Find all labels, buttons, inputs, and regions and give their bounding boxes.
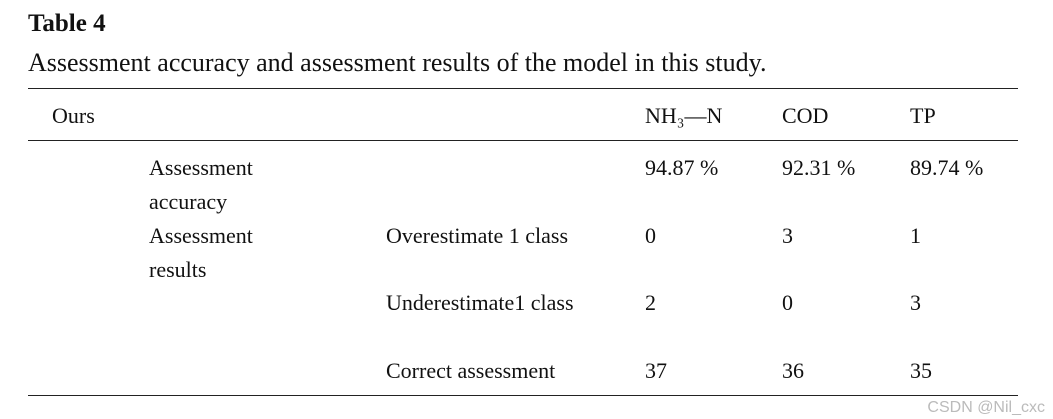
table-title: Table 4 [28, 10, 106, 37]
header-cell: Ours [52, 103, 95, 128]
row-label: Assessment accuracy [149, 155, 253, 214]
value-cell: 94.87 % [645, 155, 719, 180]
value-cell: 0 [782, 290, 793, 315]
value-cell: 3 [782, 223, 793, 248]
row-label: Assessment results [149, 223, 253, 282]
value-cell: 89.74 % [910, 155, 984, 180]
header-cell: COD [782, 103, 829, 128]
value-cell: 2 [645, 290, 656, 315]
value-cell: 3 [910, 290, 921, 315]
bottom-rule [28, 395, 1018, 396]
watermark: CSDN @Nil_cxc [927, 399, 1045, 416]
value-cell: 36 [782, 358, 804, 383]
value-cell: 35 [910, 358, 932, 383]
table-caption: Assessment accuracy and assessment resul… [28, 48, 767, 77]
value-cell: 37 [645, 358, 667, 383]
top-rule [28, 88, 1018, 89]
value-cell: 1 [910, 223, 921, 248]
header-cell: NH₃—N [645, 103, 723, 128]
value-cell: 92.31 % [782, 155, 856, 180]
sub-label: Correct assessment [386, 358, 556, 383]
value-cell: 0 [645, 223, 656, 248]
sub-label: Underestimate1 class [386, 290, 574, 315]
sub-label: Overestimate 1 class [386, 223, 569, 248]
header-cell: TP [910, 103, 936, 128]
header-rule [28, 140, 1018, 141]
